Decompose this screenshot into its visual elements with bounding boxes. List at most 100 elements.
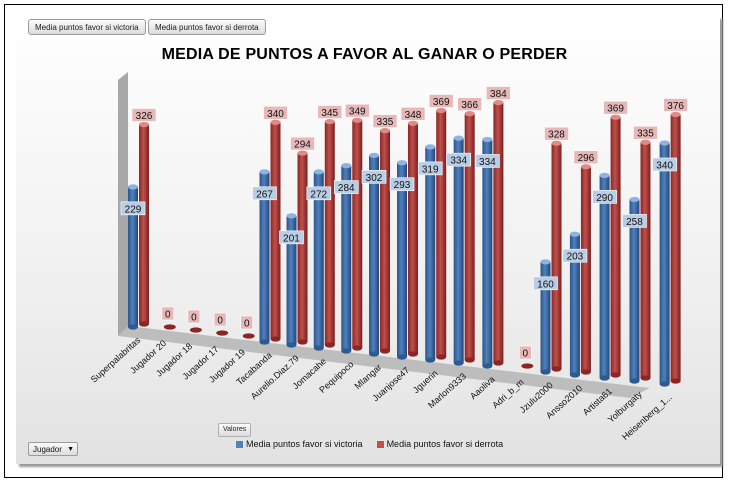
- chevron-down-icon: ▼: [67, 446, 74, 453]
- label-derrota-2-box: [187, 309, 201, 324]
- bar-derrota-19: [670, 114, 681, 381]
- label-derrota-9-box: [372, 114, 398, 128]
- bar-victoria-17-base: [599, 375, 610, 381]
- values-field-button[interactable]: Valores: [218, 423, 252, 437]
- bar-victoria-18-top: [629, 196, 640, 203]
- field-button-derrota[interactable]: Media puntos favor si derrota: [148, 19, 266, 35]
- label-victoria-6-box: [279, 230, 304, 245]
- bar-victoria-17-top: [599, 172, 610, 178]
- label-victoria-12-box: [446, 152, 471, 167]
- bar-derrota-4: [242, 333, 255, 339]
- label-derrota-12: 366: [461, 100, 478, 111]
- label-victoria-6: 201: [283, 233, 300, 244]
- label-derrota-1: 0: [165, 310, 171, 321]
- label-derrota-3-box: [213, 312, 227, 327]
- label-victoria-9-box: [361, 170, 387, 184]
- label-victoria-5-box: [252, 186, 277, 201]
- bar-victoria-13-top: [482, 136, 493, 143]
- label-victoria-11-box: [417, 161, 443, 176]
- bar-derrota-14: [521, 363, 534, 369]
- bar-victoria-17: [599, 175, 610, 378]
- label-derrota-0-box: [131, 108, 157, 122]
- bar-victoria-0-base: [128, 324, 138, 330]
- label-derrota-17: 369: [607, 104, 624, 115]
- label-victoria-12: 334: [450, 156, 467, 167]
- bar-victoria-10-top: [397, 160, 407, 166]
- chart-legend: Media puntos favor si victoria Media pun…: [236, 439, 517, 449]
- label-derrota-13-box: [486, 86, 511, 100]
- label-derrota-13: 384: [490, 89, 507, 100]
- legend-swatch-victoria: [236, 440, 243, 448]
- bar-derrota-6-base: [297, 339, 308, 345]
- bar-victoria-12: [453, 138, 464, 363]
- label-derrota-6: 294: [294, 140, 311, 151]
- bar-derrota-10: [408, 123, 418, 354]
- bar-derrota-7-base: [324, 342, 335, 348]
- bar-derrota-6-top: [297, 150, 308, 156]
- bar-victoria-5-base: [259, 339, 270, 345]
- bar-victoria-15-base: [540, 369, 551, 375]
- bar-derrota-7-top: [324, 118, 335, 125]
- bar-derrota-18-top: [640, 139, 651, 145]
- bar-derrota-13: [493, 102, 504, 363]
- bar-victoria-15: [540, 261, 551, 372]
- label-derrota-4-box: [240, 315, 254, 330]
- label-derrota-8-box: [344, 103, 370, 118]
- label-victoria-18: 258: [626, 217, 643, 228]
- label-derrota-5: 340: [267, 109, 284, 120]
- bar-derrota-7: [324, 121, 335, 345]
- label-victoria-13: 334: [479, 157, 496, 168]
- label-victoria-19-box: [652, 157, 677, 172]
- bar-derrota-15: [551, 143, 562, 369]
- bar-derrota-8-top: [352, 117, 363, 123]
- label-derrota-5-box: [263, 105, 288, 120]
- bar-derrota-1: [163, 324, 176, 330]
- category-label-9: Mlangar: [353, 362, 384, 391]
- bar-victoria-13: [482, 139, 493, 366]
- bar-derrota-0-top: [139, 121, 149, 128]
- chart-title: MEDIA DE PUNTOS A FAVOR AL GANAR O PERDE…: [161, 46, 568, 63]
- chart-floor: [118, 326, 650, 398]
- field-button-victoria[interactable]: Media puntos favor si victoria: [28, 19, 146, 35]
- bar-derrota-12: [464, 113, 475, 361]
- bar-victoria-8-base: [341, 348, 352, 354]
- label-derrota-0: 326: [136, 111, 153, 122]
- bar-victoria-19-base: [659, 381, 670, 387]
- bar-victoria-8-top: [341, 163, 352, 169]
- legend-swatch-derrota: [376, 440, 384, 448]
- label-derrota-16-box: [573, 150, 599, 164]
- bar-victoria-11-top: [425, 144, 436, 150]
- bar-derrota-17-top: [610, 114, 621, 120]
- bar-derrota-5-base: [270, 336, 281, 342]
- label-victoria-15: 160: [537, 279, 554, 290]
- legend-item-victoria: Media puntos favor si victoria: [236, 439, 363, 449]
- jugador-filter-dropdown[interactable]: Jugador ▼: [28, 442, 78, 456]
- bar-victoria-0: [128, 186, 138, 327]
- label-victoria-7: 272: [310, 189, 327, 200]
- bar-victoria-0-top: [128, 184, 138, 190]
- bar-derrota-16-top: [580, 164, 591, 170]
- bar-derrota-0-base: [139, 321, 149, 327]
- bar-derrota-6: [297, 153, 308, 342]
- bar-derrota-9-top: [380, 128, 391, 134]
- label-derrota-16: 296: [578, 153, 595, 164]
- bar-derrota-17-base: [610, 372, 621, 378]
- label-derrota-18-box: [633, 125, 658, 140]
- legend-item-derrota: Media puntos favor si derrota: [376, 439, 504, 449]
- label-derrota-11: 369: [433, 97, 450, 108]
- label-derrota-14-box: [519, 345, 532, 360]
- bar-victoria-5-top: [259, 169, 270, 175]
- bar-victoria-6-top: [286, 213, 297, 219]
- label-derrota-10: 348: [405, 110, 422, 121]
- bar-victoria-10-base: [397, 354, 407, 360]
- label-victoria-17: 290: [596, 193, 613, 204]
- bar-derrota-18: [640, 142, 651, 378]
- bar-victoria-13-base: [482, 363, 493, 369]
- legend-label-derrota: Media puntos favor si derrota: [386, 439, 504, 449]
- bar-derrota-8: [352, 120, 363, 349]
- label-derrota-9: 335: [377, 117, 394, 128]
- bar-derrota-13-base: [493, 360, 504, 366]
- jugador-filter-label: Jugador: [33, 445, 62, 454]
- bar-derrota-10-base: [408, 351, 418, 357]
- bar-derrota-8-base: [352, 345, 363, 351]
